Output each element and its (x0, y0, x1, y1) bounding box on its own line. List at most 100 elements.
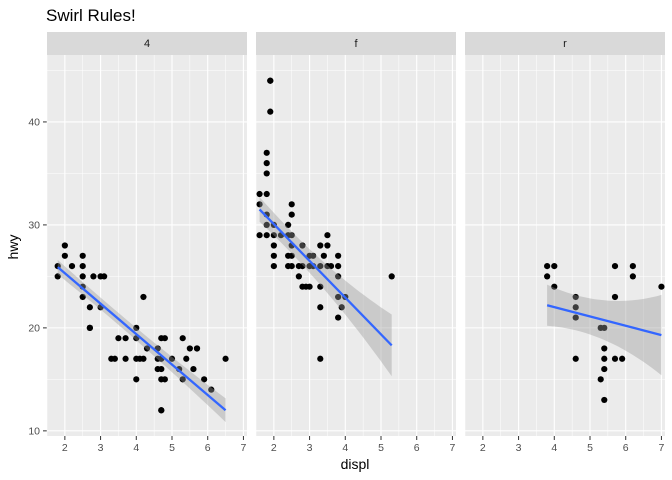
smooth-line (56, 266, 227, 412)
data-point (335, 262, 342, 270)
data-point (299, 262, 306, 270)
data-point (295, 273, 302, 280)
data-point (158, 407, 165, 414)
x-tick-label: 4 (551, 442, 557, 454)
y-tick-label: 40 (28, 116, 40, 128)
plot-layer: 10 20 30 40 4 2 3 4 5 6 7 f 2 3 4 5 6 7 r 2 3 4 5 6 7 (28, 32, 665, 454)
data-point (611, 262, 619, 270)
data-point (54, 273, 61, 280)
data-point (317, 304, 324, 311)
data-point (270, 252, 277, 259)
data-point (179, 376, 186, 383)
data-point (190, 365, 197, 373)
data-point (551, 262, 558, 270)
facet-strip-label: f (354, 38, 358, 50)
data-point (79, 262, 86, 270)
smooth-line (546, 304, 662, 337)
x-tick-label: 6 (414, 442, 420, 454)
data-point (597, 376, 604, 383)
data-point (629, 262, 636, 270)
data-point (601, 396, 608, 404)
data-point (288, 211, 295, 218)
data-point (158, 365, 165, 373)
confidence-ribbon (547, 284, 662, 376)
confidence-ribbon (57, 259, 226, 423)
data-point (263, 170, 270, 177)
data-point (222, 355, 229, 362)
facet-strip (465, 32, 665, 55)
data-point (122, 355, 129, 362)
x-tick-label: 2 (271, 442, 277, 454)
x-tick-label: 7 (659, 442, 665, 454)
x-tick-label: 7 (241, 442, 247, 454)
data-point (140, 293, 147, 301)
data-point (267, 108, 274, 115)
data-point (193, 345, 201, 352)
data-point (201, 376, 208, 383)
y-tick-label: 30 (28, 219, 40, 231)
data-point (263, 221, 270, 229)
data-point (335, 273, 342, 280)
data-point (270, 262, 277, 270)
data-point (256, 232, 263, 239)
data-point (90, 273, 97, 280)
data-point (183, 355, 190, 362)
data-point (335, 293, 342, 301)
data-point (335, 252, 342, 259)
data-point (611, 293, 619, 301)
data-point (263, 190, 270, 198)
y-tick-label: 10 (28, 425, 40, 437)
data-point (288, 262, 295, 270)
data-point (86, 324, 93, 331)
data-point (544, 273, 551, 280)
data-point (179, 335, 186, 342)
data-point (61, 242, 68, 249)
facet-strip-label: 4 (144, 38, 150, 50)
facet-strip-label: r (563, 38, 567, 50)
data-point (388, 273, 395, 280)
x-tick-label: 5 (587, 442, 593, 454)
data-point (572, 314, 579, 321)
data-point (101, 273, 108, 280)
data-point (299, 242, 306, 249)
data-point (320, 252, 327, 259)
data-point (317, 242, 324, 249)
data-point (270, 242, 277, 249)
x-tick-label: 3 (98, 442, 104, 454)
data-point (572, 355, 579, 362)
data-point (161, 335, 168, 342)
data-point (601, 365, 608, 373)
data-point (186, 345, 193, 352)
x-tick-label: 7 (450, 442, 456, 454)
data-point (267, 77, 274, 84)
data-point (270, 232, 277, 239)
data-point (288, 232, 295, 239)
data-point (317, 355, 324, 362)
chart-title: Swirl Rules! (46, 6, 136, 25)
data-point (601, 324, 608, 331)
data-point (111, 355, 118, 362)
data-point (306, 283, 313, 290)
panel-background (47, 55, 247, 436)
data-point (208, 386, 215, 393)
data-point (317, 262, 324, 270)
data-point (79, 293, 86, 301)
data-point (324, 232, 331, 239)
data-point (629, 273, 636, 280)
y-tick-label: 20 (28, 322, 40, 334)
data-point (86, 304, 93, 311)
data-point (317, 283, 324, 290)
data-point (115, 335, 122, 342)
x-tick-label: 5 (378, 442, 384, 454)
data-point (572, 293, 579, 301)
data-point (310, 252, 317, 259)
data-point (551, 283, 558, 290)
data-point (143, 345, 151, 352)
y-axis-title: hwy (5, 235, 21, 260)
data-point (285, 221, 292, 229)
facet-strip (256, 32, 456, 55)
data-point (288, 201, 295, 208)
data-point (263, 160, 270, 167)
x-tick-label: 3 (307, 442, 313, 454)
